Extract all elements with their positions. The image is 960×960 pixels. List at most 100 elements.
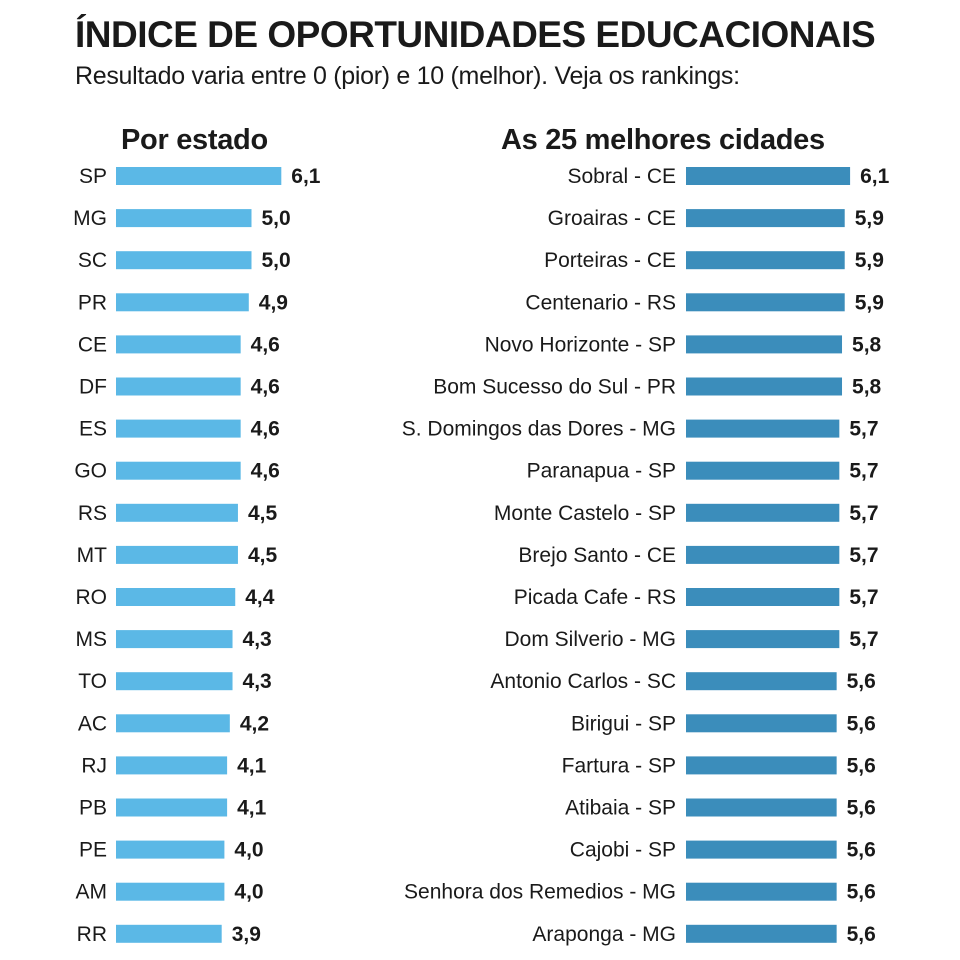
state-value-label: 4,6: [251, 418, 280, 441]
state-value-label: 4,3: [243, 628, 272, 651]
city-value-label: 5,8: [852, 333, 882, 356]
state-category-label: DF: [79, 376, 107, 399]
city-bar: [686, 882, 837, 901]
state-category-label: RR: [77, 923, 107, 946]
state-bar: [116, 335, 241, 354]
city-category-label: Antonio Carlos - SC: [490, 670, 676, 693]
state-value-label: 4,5: [248, 502, 278, 525]
state-bar: [116, 798, 228, 817]
state-category-label: PB: [79, 797, 107, 820]
state-category-label: TO: [78, 670, 107, 693]
state-category-label: SC: [78, 249, 107, 272]
city-bar: [686, 419, 840, 438]
state-value-label: 4,0: [234, 881, 263, 904]
city-category-label: Brejo Santo - CE: [518, 544, 676, 567]
state-bar: [116, 882, 225, 901]
state-category-label: CE: [78, 333, 107, 356]
state-category-label: MS: [76, 628, 108, 651]
state-value-label: 4,2: [240, 712, 269, 735]
city-bar: [686, 209, 845, 228]
state-bars-group: SP 6,1 MG 5,0 SC 5,0 PR 4,9 CE 4,6 DF 4,6 ES 4,6 GO 4,6…: [73, 165, 321, 946]
city-category-label: Araponga - MG: [532, 923, 676, 946]
state-value-label: 6,1: [291, 165, 321, 188]
city-bars-group: Sobral - CE 6,1 Groairas - CE 5,9 Porteiras …: [402, 165, 890, 946]
city-bar: [686, 630, 840, 649]
city-category-label: Bom Sucesso do Sul - PR: [433, 376, 676, 399]
state-category-label: RO: [76, 586, 108, 609]
states-panel-title: Por estado: [121, 124, 268, 156]
city-category-label: Birigui - SP: [571, 712, 676, 735]
state-bar: [116, 924, 222, 943]
city-category-label: Picada Cafe - RS: [514, 586, 676, 609]
city-value-label: 5,6: [847, 670, 876, 693]
city-bar: [686, 672, 837, 691]
city-category-label: Dom Silverio - MG: [504, 628, 676, 651]
city-bar: [686, 714, 837, 733]
state-value-label: 4,1: [237, 797, 267, 820]
city-value-label: 5,6: [847, 881, 876, 904]
state-value-label: 4,6: [251, 333, 280, 356]
city-value-label: 5,9: [855, 249, 884, 272]
city-bar: [686, 251, 845, 270]
city-value-label: 6,1: [860, 165, 890, 188]
state-bar: [116, 209, 252, 228]
city-bar: [686, 377, 843, 396]
city-value-label: 5,6: [847, 839, 876, 862]
state-category-label: PR: [78, 291, 107, 314]
city-bar: [686, 588, 840, 606]
city-category-label: Sobral - CE: [567, 165, 676, 188]
city-value-label: 5,6: [847, 797, 876, 820]
state-bar: [116, 461, 241, 480]
city-bar: [686, 293, 845, 312]
chart-title: ÍNDICE DE OPORTUNIDADES EDUCACIONAIS: [75, 14, 876, 55]
state-category-label: ES: [79, 418, 107, 441]
state-bar: [116, 167, 282, 185]
city-value-label: 5,7: [849, 418, 878, 441]
city-value-label: 5,9: [855, 207, 884, 230]
state-bar: [116, 588, 236, 606]
city-bar: [686, 167, 851, 185]
city-category-label: Centenario - RS: [525, 291, 676, 314]
state-value-label: 4,1: [237, 754, 267, 777]
city-value-label: 5,8: [852, 376, 882, 399]
city-bar: [686, 335, 843, 354]
state-bar: [116, 840, 225, 859]
state-bar: [116, 545, 238, 564]
state-bar: [116, 251, 252, 270]
state-bar: [116, 714, 230, 733]
city-category-label: Atibaia - SP: [565, 797, 676, 820]
city-category-label: Novo Horizonte - SP: [485, 333, 676, 356]
state-bar: [116, 419, 241, 438]
city-value-label: 5,6: [847, 712, 876, 735]
state-bar: [116, 377, 241, 396]
state-value-label: 5,0: [262, 249, 291, 272]
city-value-label: 5,7: [849, 544, 878, 567]
state-bar: [116, 293, 249, 312]
state-value-label: 5,0: [262, 207, 291, 230]
chart-subtitle: Resultado varia entre 0 (pior) e 10 (mel…: [75, 62, 740, 90]
state-value-label: 4,4: [245, 586, 275, 609]
city-bar: [686, 924, 837, 943]
city-category-label: S. Domingos das Dores - MG: [402, 418, 676, 441]
city-category-label: Cajobi - SP: [570, 839, 676, 862]
city-category-label: Paranapua - SP: [527, 460, 676, 483]
city-category-label: Porteiras - CE: [544, 249, 676, 272]
state-value-label: 4,6: [251, 460, 280, 483]
city-value-label: 5,6: [847, 923, 876, 946]
city-value-label: 5,7: [849, 586, 878, 609]
state-value-label: 4,3: [243, 670, 272, 693]
state-category-label: MT: [77, 544, 107, 567]
state-bar: [116, 672, 233, 691]
state-category-label: SP: [79, 165, 107, 188]
state-value-label: 4,5: [248, 544, 278, 567]
state-category-label: AC: [78, 712, 107, 735]
city-bar: [686, 756, 837, 775]
state-bar: [116, 630, 233, 649]
state-category-label: MG: [73, 207, 107, 230]
state-category-label: PE: [79, 839, 107, 862]
city-value-label: 5,7: [849, 628, 878, 651]
state-category-label: GO: [74, 460, 107, 483]
city-bar: [686, 545, 840, 564]
city-bar: [686, 840, 837, 859]
